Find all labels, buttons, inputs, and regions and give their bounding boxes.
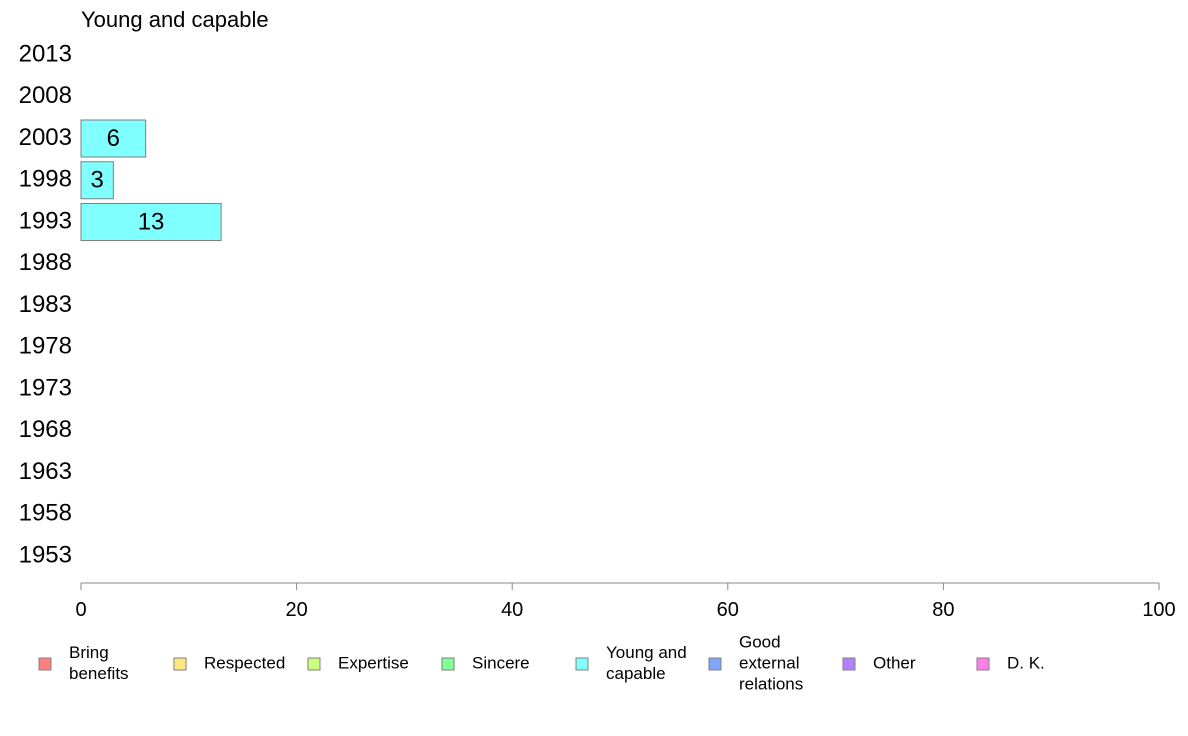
legend-swatch	[441, 657, 455, 671]
legend-swatch	[38, 657, 52, 671]
legend-label: Sincere	[472, 653, 530, 672]
bar-value-label: 3	[90, 167, 103, 194]
legend-label: D. K.	[1007, 653, 1045, 672]
y-tick-label: 1998	[19, 166, 72, 193]
y-tick-label: 1963	[19, 458, 72, 485]
legend-label: Expertise	[338, 653, 409, 672]
y-tick-label: 1983	[19, 291, 72, 318]
bar-value-label: 13	[138, 208, 165, 235]
y-tick-label: 1993	[19, 207, 72, 234]
legend-swatch	[173, 657, 187, 671]
legend-label: Young and capable	[606, 643, 687, 683]
bar	[80, 119, 147, 158]
y-tick-label: 2003	[19, 124, 72, 151]
x-tick-label: 100	[1142, 599, 1175, 621]
legend-swatch	[307, 657, 321, 671]
y-tick-label: 1958	[19, 500, 72, 527]
y-tick-label: 1978	[19, 333, 72, 360]
bar	[80, 161, 114, 200]
y-tick-label: 2008	[19, 82, 72, 109]
y-tick-label: 1953	[19, 541, 72, 568]
y-axis-ticks: 2013 2008 2003 1998 1993 1988 1983 1978 1973 1968…	[19, 40, 72, 568]
bar	[80, 203, 222, 241]
bar-value-label: 6	[107, 125, 120, 152]
legend-label: Respected	[204, 653, 285, 672]
legend-swatch	[842, 657, 856, 671]
chart-title: Young and capable	[81, 7, 269, 32]
x-tick-label: 80	[932, 599, 954, 621]
legend-swatch	[575, 657, 589, 671]
x-tick-label: 20	[285, 599, 307, 621]
y-tick-label: 1973	[19, 374, 72, 401]
bars	[80, 119, 222, 241]
legend-label: Good external relations	[739, 632, 803, 693]
y-tick-label: 2013	[19, 40, 72, 67]
legend: Bring benefits Respected Expertise Sincere Yo…	[38, 632, 1045, 693]
x-tick-label: 0	[75, 599, 86, 621]
legend-swatch	[708, 657, 722, 671]
legend-label: Other	[873, 653, 916, 672]
x-tick-label: 40	[501, 599, 523, 621]
x-tick-label: 60	[717, 599, 739, 621]
legend-label: Bring benefits	[69, 643, 129, 683]
legend-swatch	[976, 657, 990, 671]
y-tick-label: 1968	[19, 416, 72, 443]
x-axis: 0 20 40 60 80 100	[75, 582, 1176, 621]
bar-labels: 63 13	[90, 125, 164, 236]
y-tick-label: 1988	[19, 249, 72, 276]
